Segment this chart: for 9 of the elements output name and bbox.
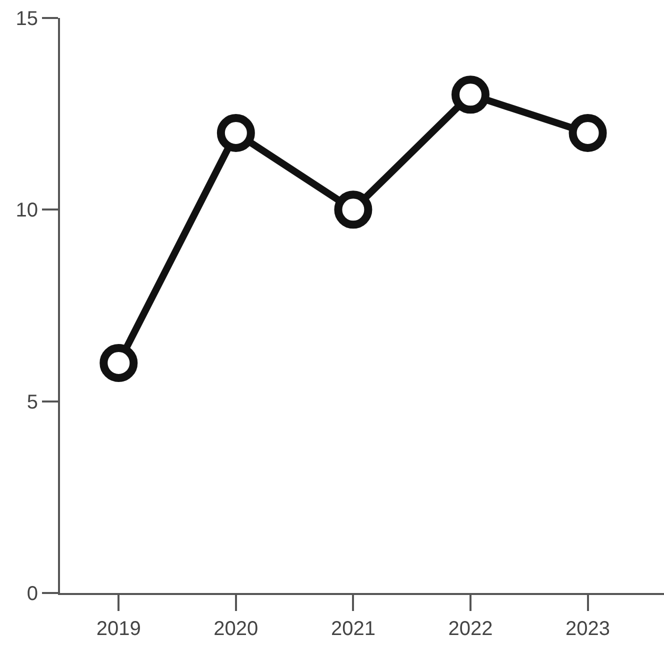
y-tick-label: 10 <box>16 200 38 222</box>
x-tick-label: 2022 <box>448 618 493 640</box>
y-tick-label: 15 <box>16 8 38 30</box>
x-tick-label: 2021 <box>330 618 376 640</box>
y-tick-label: 0 <box>26 583 38 605</box>
y-tick-label: 5 <box>26 391 38 414</box>
x-tick-label: 2019 <box>96 618 141 640</box>
x-tick-label: 2023 <box>566 618 610 640</box>
x-tick-label: 2020 <box>214 618 258 640</box>
